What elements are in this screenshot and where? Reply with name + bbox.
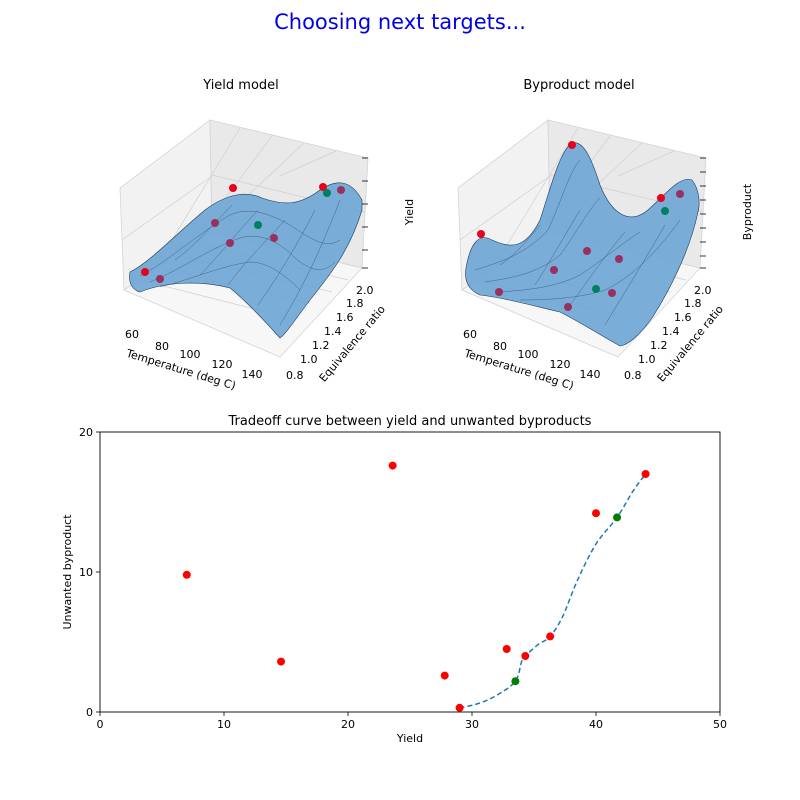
x-tick-label: 140	[580, 368, 601, 381]
red-point	[550, 266, 558, 274]
yield-z-ticks	[362, 157, 368, 269]
y-tick-label: 1.4	[324, 325, 342, 338]
red-point	[657, 194, 665, 202]
x-tick-label: 80	[155, 340, 169, 353]
tradeoff-title: Tradeoff curve between yield and unwante…	[228, 414, 592, 429]
x-axis-label: Yield	[396, 732, 423, 745]
green-point	[613, 513, 622, 522]
y-tick-label: 1.8	[346, 297, 364, 310]
red-point	[141, 268, 149, 276]
y-tick-label: 2.0	[356, 284, 374, 297]
tradeoff-points	[182, 461, 650, 712]
yield-y-ticks: 0.8 1.0 1.2 1.4 1.6 1.8 2.0	[286, 284, 374, 382]
tradeoff-plot: Tradeoff curve between yield and unwante…	[61, 414, 727, 745]
yield-z-axis-label: Yield	[403, 199, 416, 226]
byproduct-surface	[465, 142, 700, 347]
yield-surface-mesh	[139, 199, 341, 326]
x-tick-label: 120	[212, 358, 233, 371]
green-point	[592, 285, 600, 293]
y-tick-label: 0.8	[624, 369, 642, 382]
y-tick-label: 0.8	[286, 369, 304, 382]
red-point	[388, 461, 397, 470]
green-point	[511, 677, 520, 686]
red-point	[502, 645, 511, 653]
red-point	[641, 470, 650, 478]
red-point	[156, 275, 164, 283]
byproduct-model-plot: Byproduct model 60	[457, 78, 754, 392]
red-point	[495, 288, 503, 296]
y-tick-label: 10	[79, 566, 93, 579]
red-point	[608, 289, 616, 297]
red-point	[455, 703, 464, 712]
red-point	[615, 255, 623, 263]
red-point	[546, 632, 555, 641]
y-axis-ticks: 0 10 20	[79, 426, 100, 719]
byproduct-surface-mesh	[474, 159, 681, 326]
x-tick-label: 30	[465, 718, 479, 731]
red-point	[182, 570, 191, 579]
y-tick-label: 2.0	[694, 284, 712, 297]
y-tick-label: 20	[79, 426, 93, 439]
x-tick-label: 140	[242, 368, 263, 381]
y-tick-label: 1.6	[336, 311, 354, 324]
yield-model-title: Yield model	[202, 78, 279, 93]
x-tick-label: 10	[217, 718, 231, 731]
byproduct-z-ticks	[700, 157, 706, 269]
red-point	[319, 183, 327, 191]
y-tick-label: 1.2	[650, 339, 668, 352]
y-tick-label: 1.6	[674, 311, 692, 324]
x-tick-label: 100	[180, 348, 201, 361]
green-point	[661, 207, 669, 215]
x-tick-label: 60	[125, 328, 139, 341]
red-point	[337, 186, 345, 194]
yield-model-plot: Yield model	[119, 78, 416, 392]
plot-frame	[99, 431, 721, 713]
x-tick-label: 50	[713, 718, 727, 731]
red-point	[477, 230, 485, 238]
yield-surface	[129, 182, 363, 339]
figure-title: Choosing next targets...	[274, 10, 526, 34]
byproduct-model-title: Byproduct model	[523, 78, 634, 93]
red-point	[568, 141, 576, 149]
green-point	[323, 189, 331, 197]
y-axis-label: Unwanted byproduct	[61, 514, 74, 630]
red-point	[211, 219, 219, 227]
x-tick-label: 40	[589, 718, 603, 731]
green-point	[254, 221, 262, 229]
x-tick-label: 60	[463, 328, 477, 341]
x-tick-label: 80	[493, 340, 507, 353]
byproduct-x-ticks: 60 80 100 120 140	[463, 328, 601, 381]
red-point	[440, 671, 449, 680]
red-point	[676, 190, 684, 198]
y-tick-label: 1.2	[312, 339, 330, 352]
red-point	[229, 184, 237, 192]
red-point	[270, 234, 278, 242]
y-tick-label: 1.0	[638, 353, 656, 366]
x-tick-label: 120	[550, 358, 571, 371]
x-tick-label: 100	[518, 348, 539, 361]
red-point	[521, 652, 530, 660]
red-point	[564, 303, 572, 311]
red-point	[583, 247, 591, 255]
byproduct-y-ticks: 0.8 1.0 1.2 1.4 1.6 1.8 2.0	[624, 284, 712, 382]
y-tick-label: 1.0	[300, 353, 318, 366]
x-tick-label: 20	[341, 718, 355, 731]
red-point	[226, 239, 234, 247]
y-tick-label: 0	[86, 706, 93, 719]
yield-sample-points	[141, 183, 345, 283]
x-tick-label: 0	[97, 718, 104, 731]
byproduct-sample-points	[477, 141, 684, 311]
byproduct-z-axis-label: Byproduct	[741, 183, 754, 240]
red-point	[277, 657, 286, 666]
y-tick-label: 1.4	[662, 325, 680, 338]
x-axis-ticks: 0 10 20 30 40 50	[97, 712, 727, 731]
red-point	[592, 509, 600, 518]
yield-x-ticks: 60 80 100 120 140	[125, 328, 263, 381]
y-tick-label: 1.8	[684, 297, 702, 310]
